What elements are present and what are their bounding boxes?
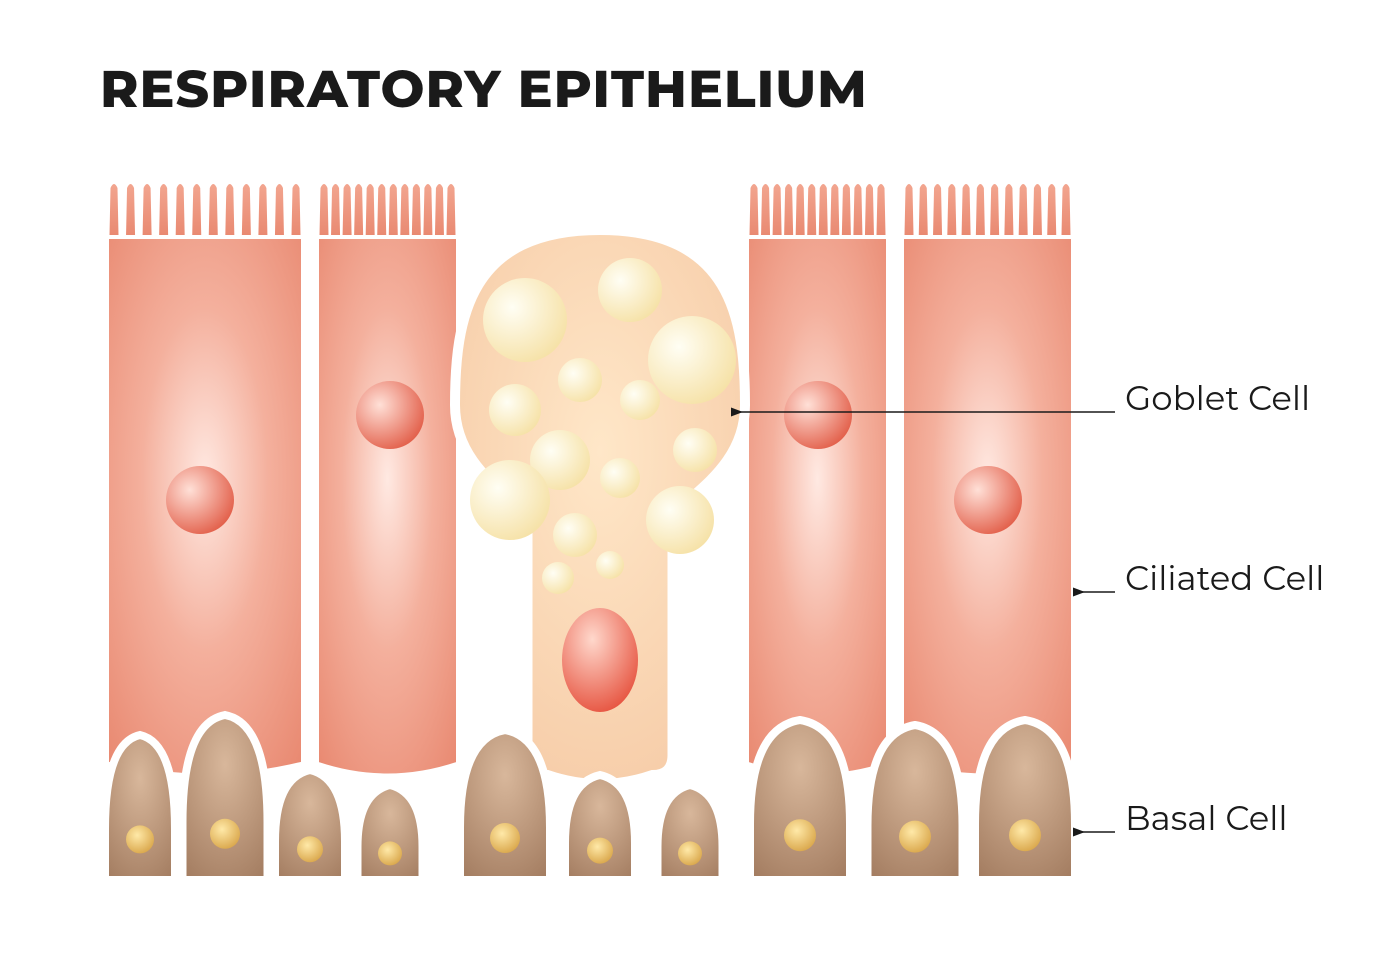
goblet-nucleus (562, 608, 638, 712)
basal-nucleus (378, 841, 402, 865)
mucin-vesicle (596, 551, 624, 579)
cilium-icon (784, 184, 793, 235)
basal-cell (460, 730, 550, 880)
basal-nucleus (210, 819, 240, 849)
cilium-icon (143, 184, 152, 235)
cilium-icon (990, 184, 999, 235)
mucin-vesicle (600, 458, 640, 498)
cilium-icon (1019, 184, 1028, 235)
cilium-icon (947, 184, 956, 235)
basal-cell (868, 725, 963, 880)
basal-nucleus (297, 836, 323, 862)
mucin-vesicle (620, 380, 660, 420)
cilium-icon (796, 184, 805, 235)
label-basal: Basal Cell (1125, 797, 1288, 839)
cilium-icon (819, 184, 828, 235)
cilium-icon (933, 184, 942, 235)
cilium-icon (275, 184, 284, 235)
basal-nucleus (899, 821, 931, 853)
cilium-icon (905, 184, 914, 235)
cilium-icon (423, 184, 432, 235)
cilium-icon (192, 184, 201, 235)
cilium-icon (320, 184, 329, 235)
cilium-icon (389, 184, 398, 235)
cilium-icon (830, 184, 839, 235)
cilium-icon (159, 184, 168, 235)
cilium-icon (853, 184, 862, 235)
ciliated-nucleus (954, 466, 1022, 534)
cilium-icon (877, 184, 886, 235)
mucin-vesicle (646, 486, 714, 554)
basal-nucleus (126, 825, 154, 853)
cilium-icon (435, 184, 444, 235)
label-ciliated: Ciliated Cell (1125, 557, 1324, 599)
goblet-cell-group (455, 230, 745, 784)
mucin-vesicle (673, 428, 717, 472)
cilium-icon (1033, 184, 1042, 235)
basal-cell (275, 770, 345, 880)
basal-cell (105, 735, 175, 880)
cilium-icon (366, 184, 375, 235)
basal-cell (658, 785, 723, 880)
basal-nucleus (678, 841, 702, 865)
mucin-vesicle (489, 384, 541, 436)
cilium-icon (750, 184, 759, 235)
basal-nucleus (587, 838, 613, 864)
mucin-vesicle (553, 513, 597, 557)
basal-nucleus (1009, 819, 1041, 851)
cilium-icon (412, 184, 421, 235)
basal-cell (183, 715, 268, 880)
cilium-icon (1062, 184, 1071, 235)
basal-cell (750, 720, 850, 880)
cilium-icon (110, 184, 119, 235)
cilium-icon (1047, 184, 1056, 235)
ciliated-nucleus (356, 381, 424, 449)
cilium-icon (400, 184, 409, 235)
cilium-icon (865, 184, 874, 235)
label-goblet: Goblet Cell (1125, 377, 1310, 419)
cilium-icon (331, 184, 340, 235)
mucin-vesicle (598, 258, 662, 322)
cilium-icon (242, 184, 251, 235)
cilium-icon (447, 184, 456, 235)
cilium-icon (919, 184, 928, 235)
ciliated-cell (315, 235, 460, 778)
mucin-vesicle (648, 316, 736, 404)
cilium-icon (773, 184, 782, 235)
ciliated-nucleus (784, 381, 852, 449)
cilium-icon (258, 184, 267, 235)
cilium-icon (1004, 184, 1013, 235)
basal-nucleus (784, 819, 816, 851)
ciliated-nucleus (166, 466, 234, 534)
cilium-icon (176, 184, 185, 235)
diagram-canvas: RESPIRATORY EPITHELIUM (0, 0, 1400, 980)
ciliated-cell (745, 235, 890, 778)
cilium-icon (292, 184, 301, 235)
cilium-icon (842, 184, 851, 235)
basal-cell (975, 720, 1075, 880)
mucin-vesicle (542, 562, 574, 594)
cilium-icon (209, 184, 218, 235)
cilium-icon (976, 184, 985, 235)
mucin-vesicle (483, 278, 567, 362)
cilium-icon (225, 184, 234, 235)
cilium-icon (126, 184, 135, 235)
basal-cell (565, 775, 635, 880)
cilium-icon (962, 184, 971, 235)
cilium-icon (354, 184, 363, 235)
mucin-vesicle (558, 358, 602, 402)
cilium-icon (343, 184, 352, 235)
basal-cell (358, 785, 423, 880)
basal-nucleus (490, 823, 520, 853)
cilium-icon (807, 184, 816, 235)
cilium-icon (377, 184, 386, 235)
cilium-icon (761, 184, 770, 235)
mucin-vesicle (470, 460, 550, 540)
